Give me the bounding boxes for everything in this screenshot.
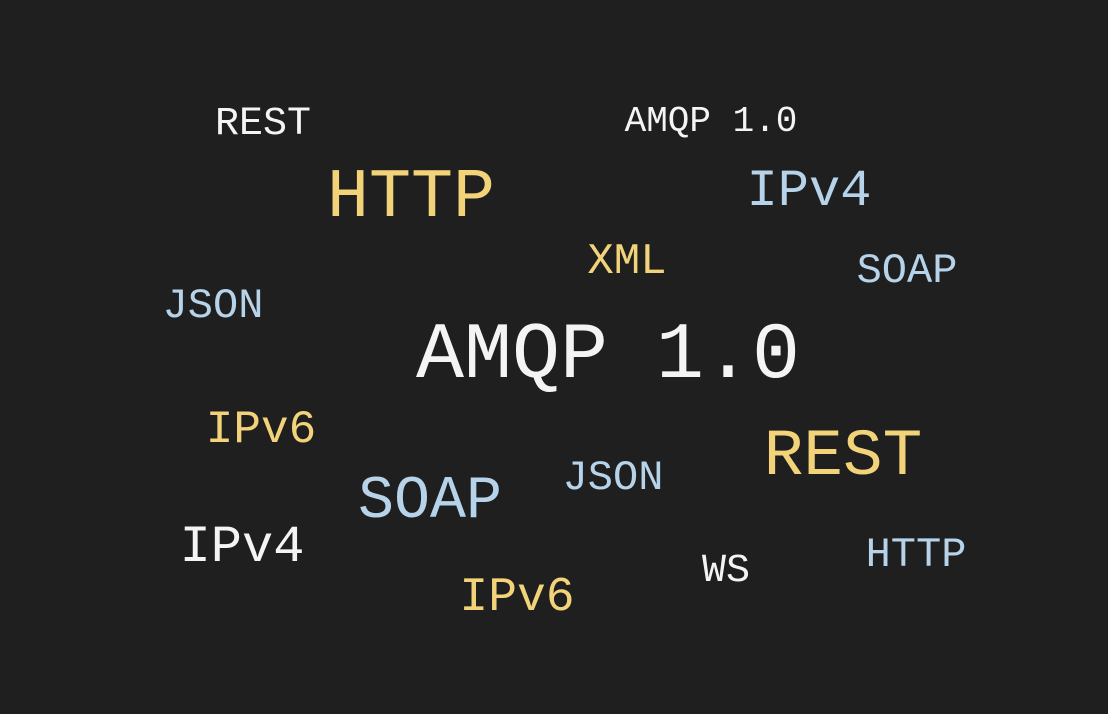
word-json-left: JSON — [162, 282, 264, 330]
word-rest-large: REST — [763, 419, 923, 494]
word-http-small: HTTP — [865, 531, 967, 579]
word-ws: WS — [701, 549, 751, 594]
word-soap-large: SOAP — [357, 468, 503, 536]
word-ipv6-bottom: IPv6 — [459, 571, 575, 625]
word-http-large: HTTP — [326, 159, 496, 238]
word-ipv4-white: IPv4 — [179, 518, 305, 577]
word-json-center: JSON — [562, 454, 664, 502]
word-soap-small: SOAP — [856, 247, 958, 295]
word-amqp-small: AMQP 1.0 — [624, 101, 798, 142]
word-ipv4-blue: IPv4 — [746, 162, 872, 221]
word-amqp-main: AMQP 1.0 — [415, 311, 801, 402]
word-rest-small: REST — [214, 102, 312, 147]
word-ipv6-left: IPv6 — [205, 404, 317, 456]
word-xml: XML — [587, 237, 667, 287]
